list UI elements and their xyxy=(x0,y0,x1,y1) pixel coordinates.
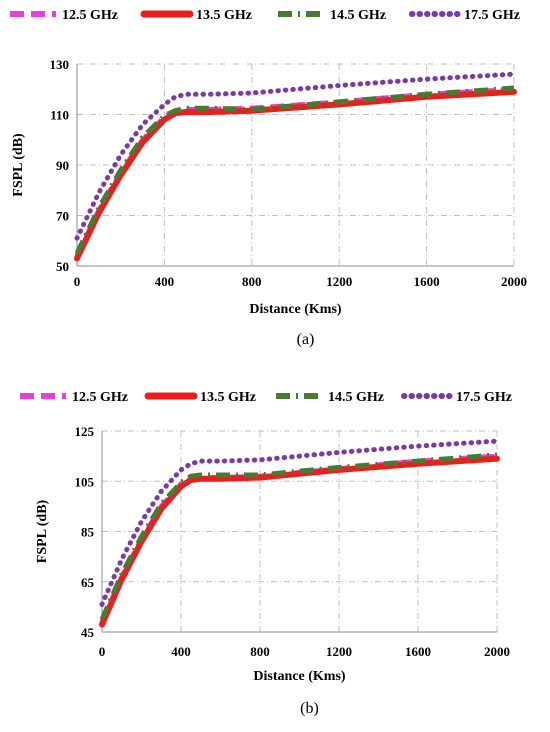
legend-label: 12.5 GHz xyxy=(62,8,118,23)
x-axis-label: Distance (Kms) xyxy=(249,302,341,317)
series-line-17-5-GHz xyxy=(99,438,500,607)
legend-label: 14.5 GHz xyxy=(328,390,384,405)
y-tick-label: 125 xyxy=(75,424,95,439)
x-tick-label: 800 xyxy=(250,644,270,659)
y-axis-label: FSPL (dB) xyxy=(35,499,50,563)
y-tick-label: 70 xyxy=(56,209,69,224)
x-tick-label: 1200 xyxy=(326,274,352,289)
legend-label: 13.5 GHz xyxy=(200,390,256,405)
x-tick-label: 0 xyxy=(99,644,106,659)
x-axis-label: Distance (Kms) xyxy=(253,669,345,684)
x-tick-label: 800 xyxy=(242,274,262,289)
y-tick-label: 110 xyxy=(50,108,69,123)
chart-panel-b: 0 400 800 1200 1600 2000 45 65 85 105 125 Distance … xyxy=(20,390,512,717)
legend: 12.5 GHz 13.5 GHz 14.5 GHz 17.5 GHz xyxy=(10,8,520,23)
x-tick-label: 1600 xyxy=(405,644,431,659)
panel-caption: (a) xyxy=(297,331,315,348)
x-tick-label: 400 xyxy=(155,274,175,289)
x-tick-label: 2000 xyxy=(484,644,510,659)
legend: 12.5 GHz 13.5 GHz 14.5 GHz 17.5 GHz xyxy=(20,390,512,405)
legend-label: 17.5 GHz xyxy=(464,8,520,23)
x-tick-label: 1200 xyxy=(326,644,352,659)
y-tick-label: 45 xyxy=(81,625,95,640)
y-tick-label: 85 xyxy=(81,525,95,540)
legend-label: 17.5 GHz xyxy=(456,390,512,405)
chart-panel-a: 0 400 800 1200 1600 2000 50 70 90 110 130 Distance … xyxy=(10,8,527,348)
x-tick-label: 2000 xyxy=(501,274,527,289)
series-line-13-5-GHz xyxy=(74,88,517,262)
x-tick-label: 1600 xyxy=(414,274,440,289)
x-tick-label: 0 xyxy=(74,274,81,289)
y-tick-label: 65 xyxy=(81,575,95,590)
legend-label: 13.5 GHz xyxy=(196,8,252,23)
y-tick-label: 90 xyxy=(56,158,69,173)
y-axis-label: FSPL (dB) xyxy=(11,133,26,197)
series-line-14-5-GHz xyxy=(74,85,515,255)
gridlines xyxy=(101,430,498,633)
panel-caption: (b) xyxy=(300,700,319,717)
legend-label: 12.5 GHz xyxy=(72,390,128,405)
y-tick-label: 105 xyxy=(75,474,95,489)
legend-label: 14.5 GHz xyxy=(330,8,386,23)
series-line-13-5-GHz xyxy=(99,455,500,628)
y-tick-label: 50 xyxy=(56,259,69,274)
series-line-17-5-GHz xyxy=(74,71,517,241)
series-line-14-5-GHz xyxy=(99,452,498,621)
y-tick-label: 130 xyxy=(50,57,70,72)
x-tick-label: 400 xyxy=(171,644,191,659)
